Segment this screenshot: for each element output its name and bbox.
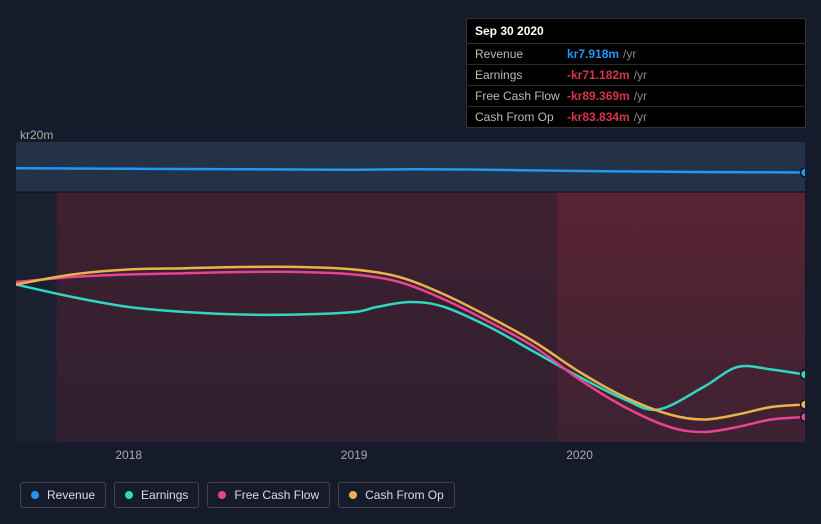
legend-label: Free Cash Flow xyxy=(234,488,319,502)
tooltip-row-unit: /yr xyxy=(623,47,636,61)
tooltip-row-label: Free Cash Flow xyxy=(475,89,567,103)
financial-chart xyxy=(16,142,805,442)
tooltip-date: Sep 30 2020 xyxy=(467,19,805,44)
chart-svg xyxy=(16,142,805,442)
legend-label: Revenue xyxy=(47,488,95,502)
legend-dot-icon xyxy=(349,491,357,499)
tooltip-row: Revenuekr7.918m/yr xyxy=(467,44,805,65)
x-axis-label: 2020 xyxy=(566,448,593,462)
legend-item[interactable]: Revenue xyxy=(20,482,106,508)
tooltip-row-unit: /yr xyxy=(634,110,647,124)
legend-item[interactable]: Earnings xyxy=(114,482,199,508)
x-axis-label: 2018 xyxy=(115,448,142,462)
legend-label: Cash From Op xyxy=(365,488,444,502)
chart-legend: Revenue Earnings Free Cash Flow Cash From O… xyxy=(20,482,455,508)
legend-dot-icon xyxy=(31,491,39,499)
legend-dot-icon xyxy=(125,491,133,499)
tooltip-row-value: -kr89.369m xyxy=(567,89,630,103)
tooltip-row: Free Cash Flow-kr89.369m/yr xyxy=(467,86,805,107)
y-axis-label: kr20m xyxy=(20,128,53,142)
tooltip-row-value: kr7.918m xyxy=(567,47,619,61)
tooltip-row-value: -kr83.834m xyxy=(567,110,630,124)
tooltip-row-value: -kr71.182m xyxy=(567,68,630,82)
legend-item[interactable]: Free Cash Flow xyxy=(207,482,330,508)
tooltip-row-unit: /yr xyxy=(634,68,647,82)
x-axis-label: 2019 xyxy=(341,448,368,462)
legend-dot-icon xyxy=(218,491,226,499)
tooltip-row-label: Earnings xyxy=(475,68,567,82)
chart-tooltip: Sep 30 2020 Revenuekr7.918m/yrEarnings-k… xyxy=(466,18,806,128)
tooltip-row-unit: /yr xyxy=(634,89,647,103)
legend-item[interactable]: Cash From Op xyxy=(338,482,455,508)
legend-label: Earnings xyxy=(141,488,188,502)
tooltip-row-label: Cash From Op xyxy=(475,110,567,124)
tooltip-row-label: Revenue xyxy=(475,47,567,61)
tooltip-row: Earnings-kr71.182m/yr xyxy=(467,65,805,86)
tooltip-row: Cash From Op-kr83.834m/yr xyxy=(467,107,805,127)
